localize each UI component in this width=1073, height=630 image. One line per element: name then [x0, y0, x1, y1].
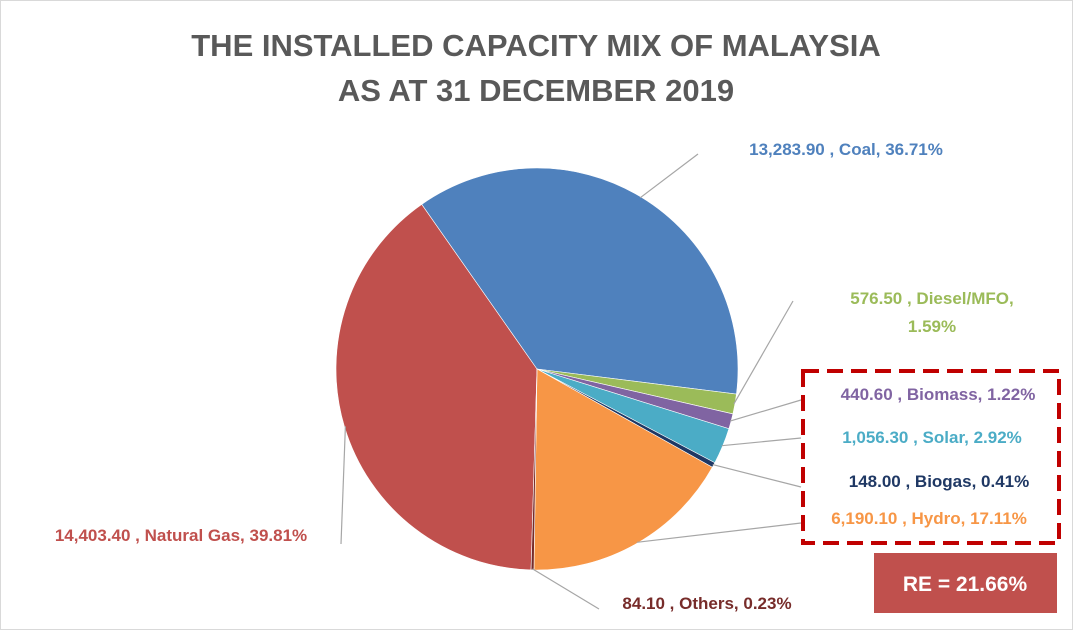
chart-subtitle: AS AT 31 DECEMBER 2019 [338, 73, 734, 108]
leader-line-hydro [636, 522, 802, 543]
leader-line-biomass [729, 399, 802, 422]
leader-line-natural-gas [340, 426, 346, 545]
re-summary-text: RE = 21.66% [903, 573, 1028, 596]
slice-label-others: 84.10 , Others, 0.23% [622, 594, 791, 613]
leader-line-coal [639, 153, 699, 199]
slice-label-diesel-mfo-line2: 1.59% [908, 317, 956, 336]
slice-label-hydro: 6,190.10 , Hydro, 17.11% [831, 509, 1027, 528]
leader-line-others [532, 568, 600, 610]
slice-label-solar: 1,056.30 , Solar, 2.92% [842, 428, 1022, 447]
leader-line-solar [721, 437, 802, 447]
leader-lines [340, 153, 802, 610]
slice-label-diesel-mfo-line1: 576.50 , Diesel/MFO, [850, 289, 1013, 308]
slice-label-biomass: 440.60 , Biomass, 1.22% [841, 385, 1036, 404]
re-summary-box [874, 553, 1057, 613]
pie-slice-natural-gas [335, 203, 538, 571]
chart-title: THE INSTALLED CAPACITY MIX OF MALAYSIA [191, 28, 881, 63]
slice-label-biogas: 148.00 , Biogas, 0.41% [849, 472, 1030, 491]
slice-label-natural-gas: 14,403.40 , Natural Gas, 39.81% [55, 526, 307, 545]
leader-line-biogas [712, 464, 802, 488]
leader-line-diesel-mfo [733, 300, 794, 405]
slice-label-coal: 13,283.90 , Coal, 36.71% [749, 140, 943, 159]
renewables-highlight-box [801, 369, 1061, 545]
pie-slices [335, 167, 739, 571]
pie-slice-hydro [533, 368, 713, 571]
